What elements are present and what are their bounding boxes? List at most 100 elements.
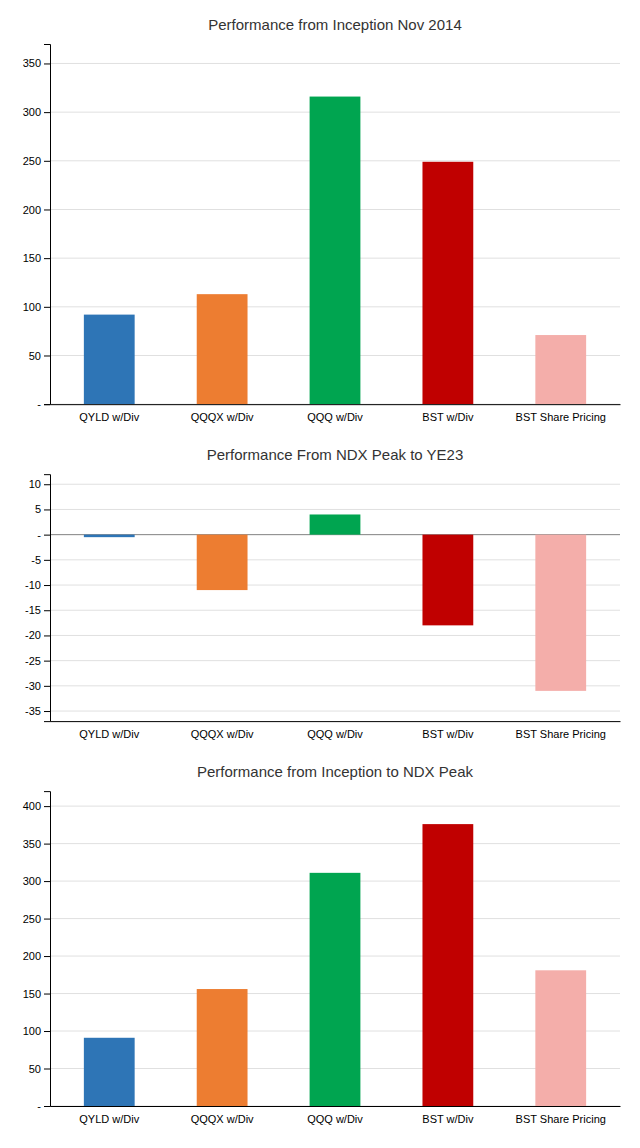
y-tick-label: -15 [25, 604, 41, 616]
y-tick-label: 50 [29, 350, 41, 362]
x-tick-label: BST w/Div [422, 728, 474, 740]
y-tick-label: 300 [23, 875, 41, 887]
y-tick: 250 [23, 913, 50, 925]
y-tick: 350 [23, 838, 50, 850]
x-tick: BST Share Pricing [516, 728, 606, 740]
y-tick-mark [44, 806, 50, 807]
chart-panel: - 50 100 150 200 250 300 350 QYLD w/Div QQQX w/Di… [23, 16, 621, 423]
x-tick: BST Share Pricing [516, 411, 606, 423]
x-tick: BST w/Div [422, 411, 474, 423]
x-tick-label: QQQX w/Div [191, 728, 254, 740]
x-tick: QQQX w/Div [191, 1113, 254, 1125]
x-axis: QYLD w/DivQQQX w/DivQQQ w/DivBST w/DivBS… [51, 722, 621, 740]
y-tick-mark [44, 994, 50, 995]
grid-line [50, 660, 620, 661]
y-tick-mark [44, 919, 50, 920]
x-axis: QYLD w/Div QQQX w/Div QQQ w/Div BST w/Div BS… [51, 1107, 621, 1125]
y-tick-label: 200 [23, 950, 41, 962]
bar [422, 535, 473, 626]
y-tick-mark [44, 1069, 50, 1070]
y-tick-label: 150 [23, 252, 41, 264]
grid-line [50, 484, 620, 485]
grid [50, 63, 620, 404]
grid [50, 484, 620, 711]
y-tick-mark [44, 535, 50, 536]
bar [197, 294, 248, 404]
x-tick: BST w/Div [422, 728, 474, 740]
bar [310, 873, 361, 1106]
x-axis-line [51, 721, 621, 722]
grid-line [50, 843, 620, 844]
y-tick-label: 150 [23, 988, 41, 1000]
y-tick: -15 [25, 604, 50, 616]
bar [310, 514, 361, 534]
x-tick-label: QYLD w/Div [79, 1113, 139, 1125]
y-tick-mark [44, 635, 50, 636]
y-tick: -30 [25, 680, 50, 692]
y-tick-mark [44, 484, 50, 485]
y-tick-label: -25 [25, 655, 41, 667]
grid-line [50, 63, 620, 64]
bar [535, 335, 586, 404]
bar [84, 315, 135, 405]
y-tick: 200 [23, 203, 50, 215]
x-tick-label: QQQX w/Div [191, 1113, 254, 1125]
y-tick-mark [44, 844, 50, 845]
y-tick: 400 [23, 800, 50, 812]
x-tick-label: BST Share Pricing [516, 728, 606, 740]
y-tick-mark [44, 956, 50, 957]
grid-line [50, 635, 620, 636]
grid-line [50, 585, 620, 586]
y-tick-mark [44, 209, 50, 210]
x-tick-label: QQQ w/Div [307, 728, 363, 740]
y-axis: -35-30-25-20-15-10-5-510 [25, 475, 50, 722]
x-tick: QQQX w/Div [191, 728, 254, 740]
plot-area: -35-30-25-20-15-10-5-510QYLD w/DivQQQX w… [25, 475, 620, 740]
y-tick-mark [44, 404, 50, 405]
x-tick-label: BST Share Pricing [516, 1113, 606, 1125]
y-tick-mark [44, 686, 50, 687]
y-tick: 100 [23, 301, 50, 313]
bars [84, 97, 586, 405]
y-tick: 150 [23, 988, 50, 1000]
y-tick-mark [44, 258, 50, 259]
y-tick: 250 [23, 155, 50, 167]
x-tick-label: BST Share Pricing [516, 411, 606, 423]
y-tick-mark [44, 560, 50, 561]
y-tick-mark [44, 585, 50, 586]
chart-panel: -50100150200250300350400QYLD w/DivQQQX w… [23, 763, 621, 1125]
y-tick-mark [44, 1106, 50, 1107]
x-tick-label: QQQX w/Div [191, 411, 254, 423]
y-tick-label: -20 [25, 629, 41, 641]
bars [84, 514, 586, 690]
y-tick-label: 300 [23, 106, 41, 118]
y-tick-label: 100 [23, 1025, 41, 1037]
chart-title: Performance from Inception Nov 2014 [208, 16, 461, 33]
y-tick: 5 [35, 503, 50, 515]
x-tick: QQQ w/Div [307, 411, 363, 423]
y-tick-label: -5 [31, 554, 41, 566]
x-tick: QQQX w/Div [191, 411, 254, 423]
y-tick-label: - [37, 398, 41, 410]
grid-line [50, 685, 620, 686]
y-tick-mark [44, 711, 50, 712]
figure: - 50 100 150 200 250 300 350 QYLD w/Div QQQX w/Di… [0, 0, 640, 1148]
y-tick-label: 200 [23, 203, 41, 215]
y-tick: 10 [29, 478, 50, 490]
y-tick-mark [44, 1031, 50, 1032]
x-tick-label: BST w/Div [422, 1113, 474, 1125]
y-tick: - [37, 398, 50, 410]
y-axis-line [44, 45, 51, 405]
x-tick: QYLD w/Div [79, 411, 139, 423]
x-tick: QQQ w/Div [307, 1113, 363, 1125]
y-tick: 350 [23, 57, 50, 69]
bar [422, 824, 473, 1106]
x-axis-line [51, 1106, 621, 1107]
y-axis: -50100150200250300350400 [23, 792, 51, 1112]
y-tick-label: 5 [35, 503, 41, 515]
plot-area: -50100150200250300350400QYLD w/DivQQQX w… [23, 792, 621, 1125]
grid-line [50, 711, 620, 712]
y-tick: -25 [25, 655, 50, 667]
bar [84, 535, 135, 538]
y-tick-label: 250 [23, 913, 41, 925]
